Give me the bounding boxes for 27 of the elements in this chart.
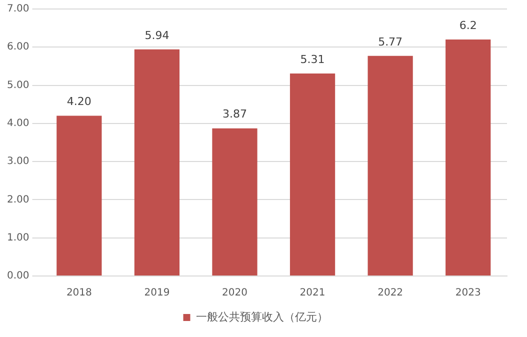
bar: [446, 40, 491, 276]
x-tick-label: 2019: [144, 288, 170, 299]
y-tick-label: 6.00: [7, 42, 30, 53]
bar: [134, 49, 180, 276]
y-tick-label: 0.00: [7, 270, 30, 282]
legend-label: 一般公共预算收入（亿元）: [196, 310, 328, 324]
x-tick-label: 2021: [300, 288, 326, 299]
y-tick-label: 5.00: [7, 80, 30, 91]
y-tick-label: 7.00: [7, 4, 30, 15]
data-label: 5.31: [300, 52, 325, 66]
y-tick-label: 1.00: [7, 232, 30, 244]
data-label: 5.77: [378, 35, 403, 48]
bar: [368, 56, 413, 276]
data-label: 4.20: [66, 95, 92, 108]
bar: [56, 116, 102, 276]
data-label: 6.2: [459, 18, 477, 32]
data-label: 3.87: [222, 108, 247, 121]
y-tick-label: 3.00: [7, 156, 30, 168]
data-label: 5.94: [144, 28, 170, 42]
y-tick-label: 4.00: [7, 118, 30, 130]
x-tick-label: 2022: [378, 288, 404, 299]
x-tick-label: 2018: [66, 288, 92, 299]
x-tick-label: 2023: [455, 288, 481, 299]
x-tick-label: 2020: [222, 288, 248, 299]
bar: [290, 73, 336, 276]
y-tick-label: 2.00: [7, 194, 30, 206]
bar: [212, 128, 258, 276]
